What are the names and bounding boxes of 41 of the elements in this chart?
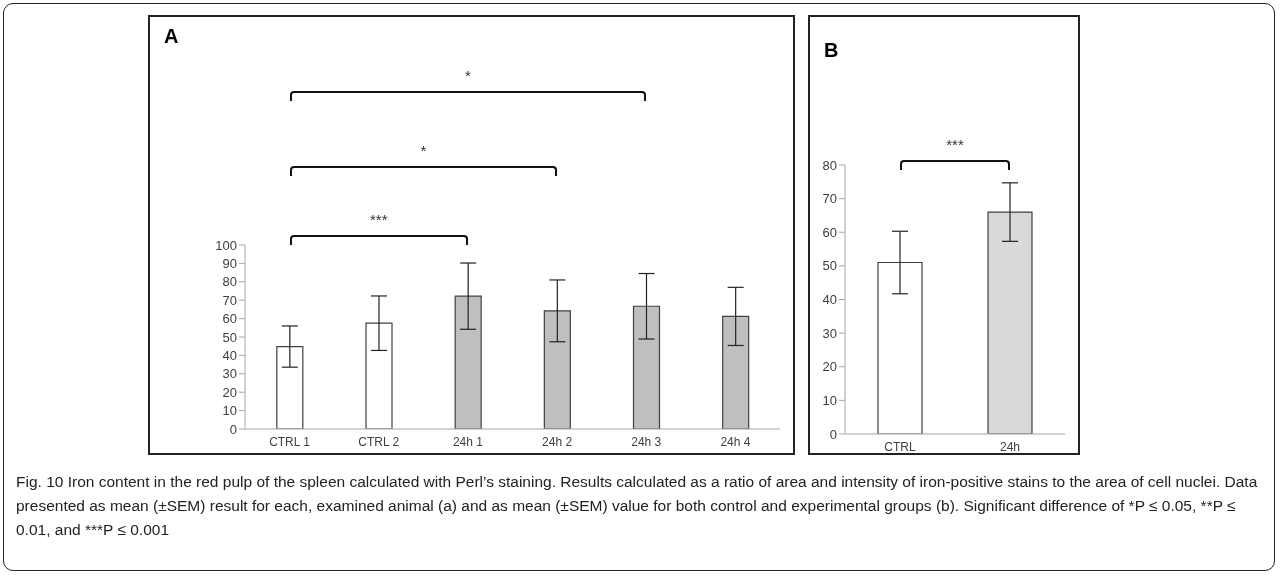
y-tick-label: 40 bbox=[222, 348, 237, 364]
y-tick-label: 70 bbox=[822, 191, 837, 207]
text: * bbox=[464, 67, 472, 84]
bar bbox=[722, 315, 750, 429]
x-tick-label: CTRL 1 bbox=[269, 434, 311, 449]
y-tick-label: 40 bbox=[822, 292, 837, 308]
y-tick-label: 10 bbox=[822, 392, 837, 408]
text: * bbox=[419, 142, 428, 159]
y-tick-label: 10 bbox=[222, 403, 237, 419]
y-tick-label: 0 bbox=[229, 421, 237, 437]
bar bbox=[276, 345, 304, 429]
bar bbox=[365, 322, 393, 429]
y-tick-label: 30 bbox=[822, 325, 837, 341]
y-tick-label: 100 bbox=[215, 237, 237, 253]
text: *** bbox=[369, 211, 389, 228]
chart-title: A bbox=[164, 25, 179, 48]
y-tick-label: 70 bbox=[222, 292, 237, 308]
y-tick-label: 50 bbox=[822, 258, 837, 274]
y-tick-label: 30 bbox=[222, 366, 237, 382]
text: Fig. 10 Iron content in the red pulp of the spleen calculated with Perl’s staining. Results calculated as a ratio of area and intensity of iron-positive stains to the area of cell nuclei. Data presented as mean (±SEM) result for each, examined animal (a) and as mean (±SEM) value for both control and experimental groups (b). Significant difference of *P ≤ 0.05, **P ≤ 0.01, and ***P ≤ 0.001 bbox=[16, 473, 1258, 538]
y-tick-label: 60 bbox=[822, 224, 837, 240]
x-tick-label: 24h 2 bbox=[542, 434, 573, 449]
bar bbox=[632, 305, 661, 429]
chart-title: B bbox=[824, 39, 839, 62]
x-tick-label: 24h 3 bbox=[631, 434, 662, 449]
y-tick-label: 60 bbox=[222, 311, 237, 327]
y-tick-label: 0 bbox=[829, 426, 837, 442]
y-tick-label: 50 bbox=[222, 329, 237, 345]
y-tick-label: 80 bbox=[822, 157, 837, 173]
text: *** bbox=[945, 136, 965, 153]
x-tick-label: 24h 4 bbox=[720, 434, 751, 449]
x-tick-label: CTRL bbox=[884, 439, 916, 454]
y-tick-label: 20 bbox=[222, 384, 237, 400]
x-tick-label: 24h 1 bbox=[452, 434, 484, 449]
y-tick-label: 20 bbox=[822, 359, 837, 375]
x-tick-label: 24h bbox=[999, 439, 1021, 454]
y-tick-label: 80 bbox=[222, 274, 237, 290]
bar bbox=[454, 295, 482, 429]
bar bbox=[543, 310, 571, 429]
x-tick-label: CTRL 2 bbox=[358, 434, 400, 449]
y-tick-label: 90 bbox=[222, 256, 237, 272]
